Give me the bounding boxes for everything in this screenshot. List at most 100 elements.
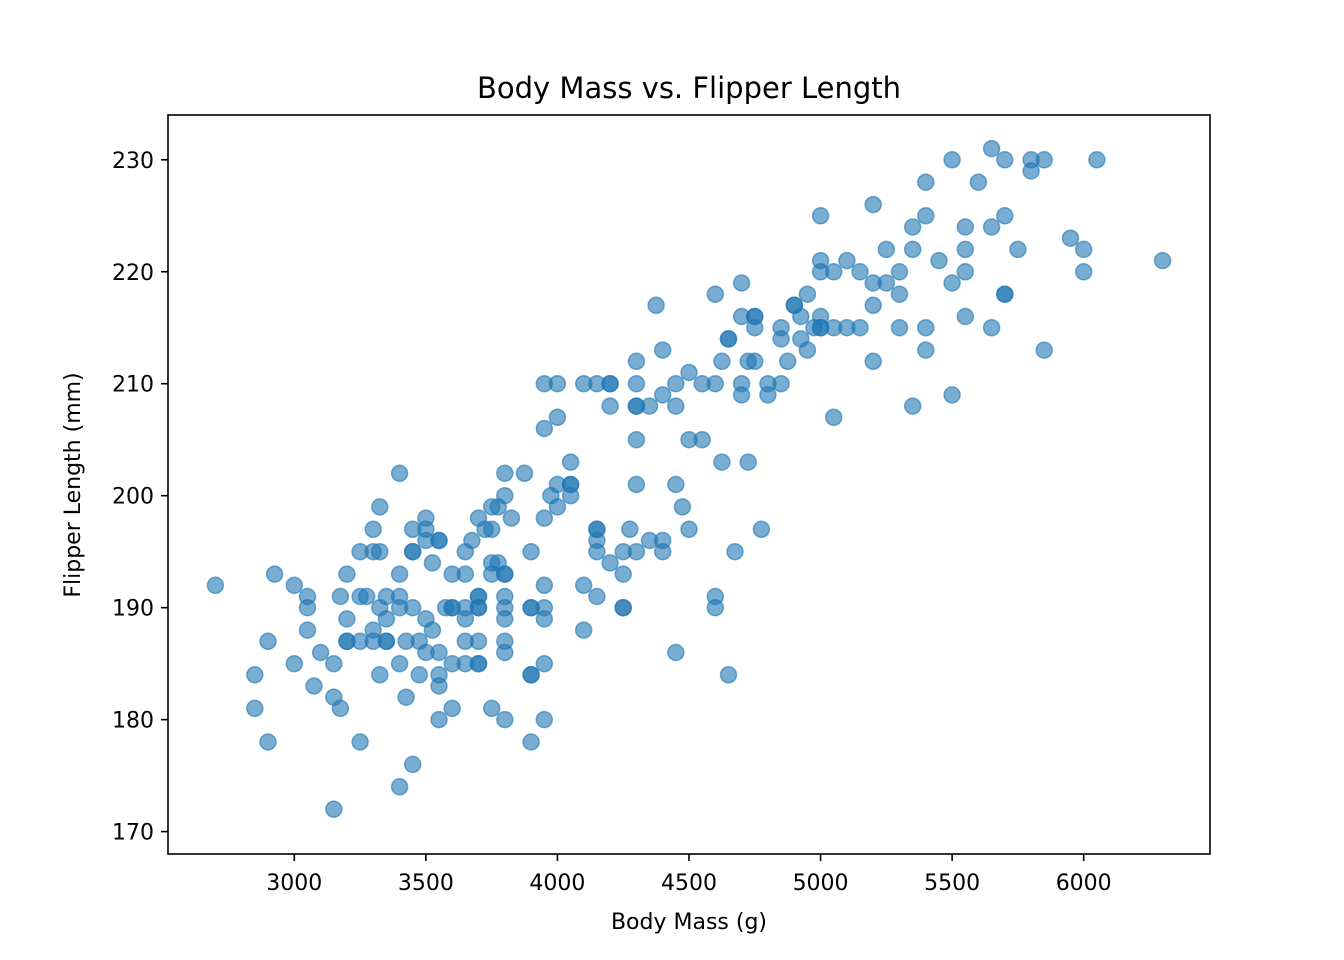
data-point	[653, 341, 672, 359]
data-point	[588, 542, 606, 561]
data-point	[877, 274, 896, 292]
data-point	[298, 621, 317, 639]
data-point	[713, 352, 731, 371]
data-point	[917, 318, 935, 337]
data-point	[496, 643, 514, 662]
data-point	[996, 151, 1014, 169]
data-point	[548, 498, 567, 516]
chart-title: Body Mass vs. Flipper Length	[477, 71, 901, 105]
data-point	[548, 408, 567, 427]
data-point	[706, 598, 725, 617]
data-point	[1035, 341, 1053, 359]
data-point	[903, 218, 922, 236]
x-axis-label: Body Mass (g)	[611, 910, 767, 935]
data-point	[496, 710, 514, 729]
data-point	[1009, 240, 1027, 259]
data-point	[601, 397, 619, 415]
data-point	[403, 542, 422, 561]
data-point	[680, 520, 698, 539]
data-point	[621, 520, 639, 539]
data-point	[982, 318, 1001, 337]
data-point	[535, 419, 554, 438]
data-point	[496, 464, 514, 483]
data-point	[667, 475, 685, 494]
data-point	[535, 610, 554, 628]
data-point	[614, 598, 632, 617]
data-point	[719, 330, 738, 348]
points-layer	[206, 139, 1172, 818]
data-point	[390, 654, 409, 673]
data-point	[956, 263, 975, 281]
x-tick-label: 6000	[1056, 871, 1112, 896]
data-point	[956, 240, 975, 259]
data-point	[824, 263, 843, 281]
data-point	[430, 677, 448, 695]
data-point	[943, 386, 961, 404]
data-point	[325, 800, 343, 818]
data-point	[667, 643, 685, 662]
data-point	[456, 610, 475, 628]
data-point	[903, 240, 922, 259]
data-point	[364, 520, 382, 539]
data-point	[1074, 263, 1093, 281]
data-point	[706, 285, 725, 303]
data-point	[996, 285, 1014, 303]
data-point	[1088, 151, 1106, 169]
data-point	[515, 464, 534, 483]
data-point	[259, 733, 277, 751]
data-point	[772, 330, 790, 348]
data-point	[298, 598, 317, 617]
data-point	[311, 643, 330, 662]
data-point	[838, 251, 856, 270]
data-point	[877, 240, 896, 259]
data-point	[647, 296, 665, 315]
data-point	[371, 498, 389, 516]
data-point	[719, 666, 738, 684]
data-point	[259, 632, 277, 651]
data-point	[667, 397, 685, 415]
data-point	[956, 218, 975, 236]
data-point	[917, 341, 935, 359]
data-point	[798, 341, 817, 359]
data-point	[338, 565, 356, 583]
data-point	[423, 621, 442, 639]
data-point	[778, 352, 797, 371]
data-point	[285, 654, 304, 673]
data-point	[535, 654, 554, 673]
y-tick-label: 220	[112, 261, 154, 286]
data-point	[706, 374, 725, 393]
data-point	[390, 464, 409, 483]
data-point	[653, 386, 672, 404]
data-point	[640, 397, 659, 415]
data-point	[561, 453, 580, 471]
data-point	[574, 576, 593, 595]
data-point	[864, 352, 882, 371]
y-tick-label: 210	[112, 373, 154, 398]
data-point	[305, 677, 323, 695]
data-point	[732, 274, 751, 292]
data-point	[390, 565, 409, 583]
y-tick-label: 170	[112, 821, 154, 846]
data-point	[667, 374, 685, 393]
data-point	[331, 587, 350, 606]
data-point	[535, 576, 554, 595]
y-tick-label: 200	[112, 485, 154, 510]
data-point	[351, 733, 369, 751]
x-tick-label: 3500	[398, 871, 454, 896]
data-point	[746, 352, 764, 371]
data-point	[653, 542, 672, 561]
data-point	[627, 374, 646, 393]
data-point	[930, 251, 948, 270]
data-point	[469, 632, 488, 651]
data-point	[403, 598, 422, 617]
data-point	[423, 554, 442, 572]
data-point	[601, 554, 619, 572]
data-point	[732, 386, 751, 404]
data-point	[482, 699, 501, 718]
data-point	[627, 542, 646, 561]
data-point	[206, 576, 225, 595]
data-point	[792, 307, 810, 326]
data-point	[903, 397, 922, 415]
data-point	[811, 207, 830, 225]
